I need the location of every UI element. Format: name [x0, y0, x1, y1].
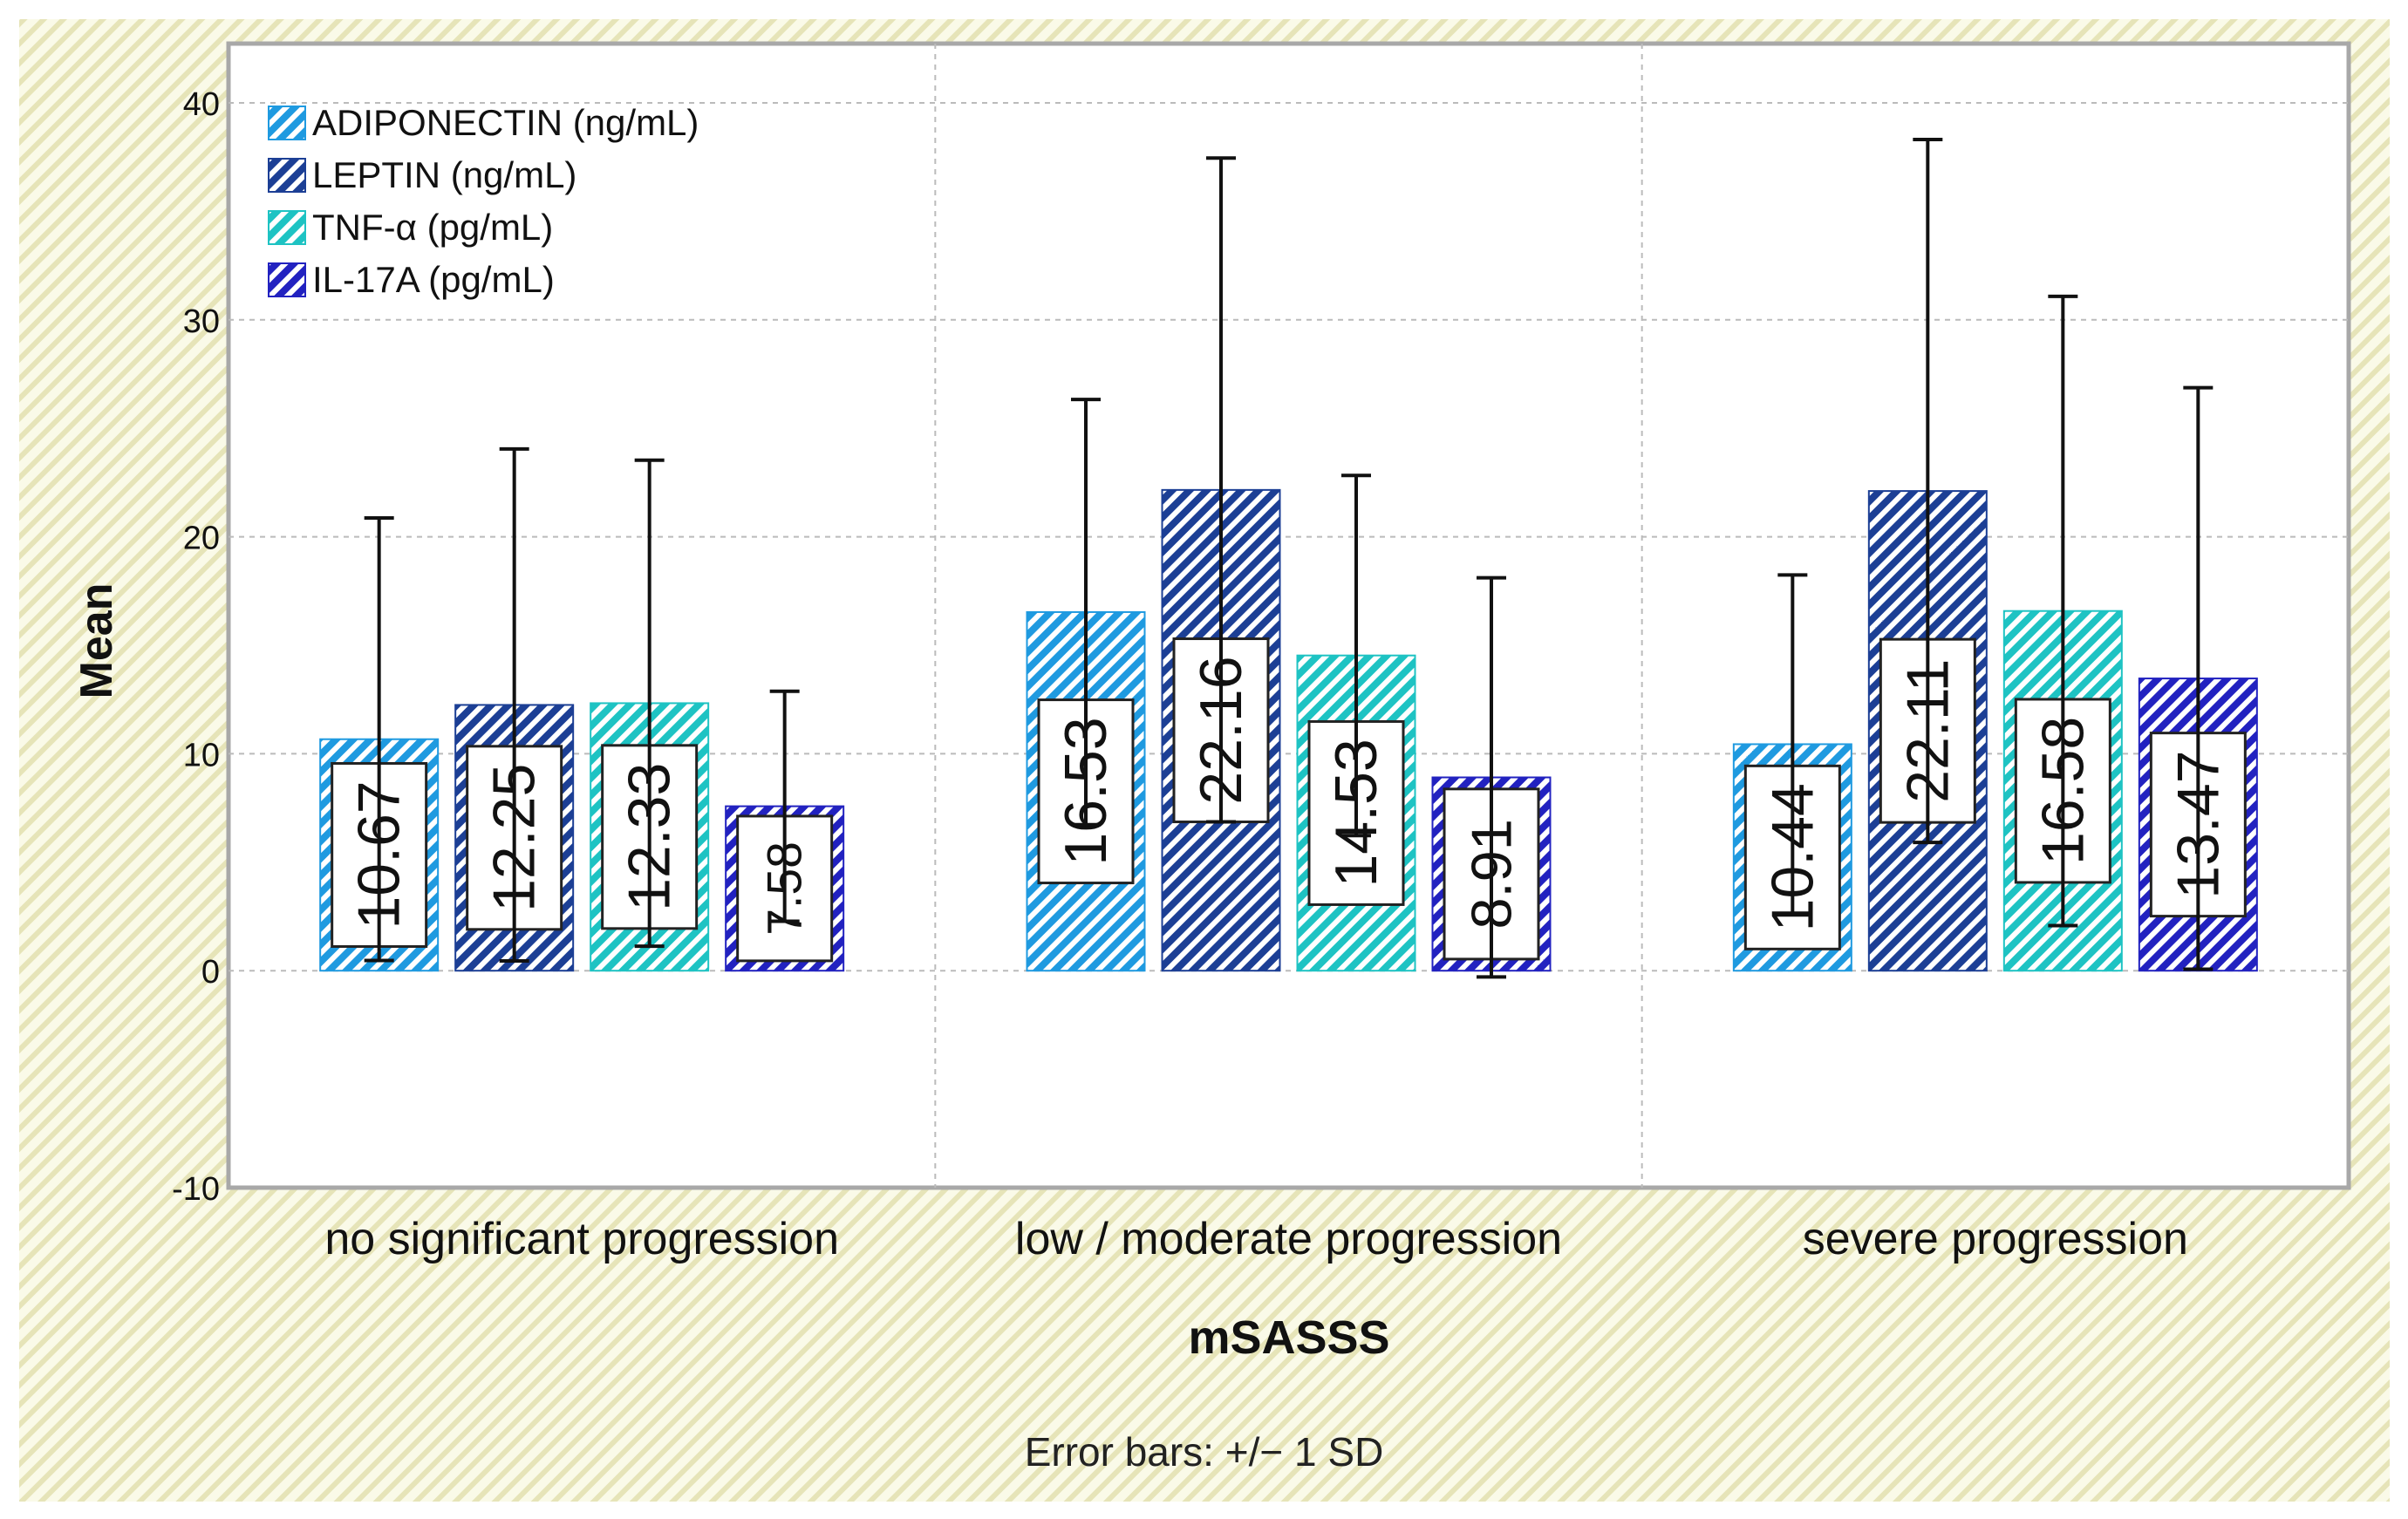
legend-label: TNF-α (pg/mL) — [312, 207, 553, 248]
legend-label: IL-17A (pg/mL) — [312, 259, 555, 300]
y-tick-label: 30 — [183, 303, 220, 340]
gridlines — [229, 44, 2349, 1188]
y-axis-label: Mean — [72, 583, 122, 699]
legend: ADIPONECTIN (ng/mL) LEPTIN (ng/mL) TNF-α (… — [268, 102, 699, 300]
y-tick-label: 20 — [183, 521, 220, 557]
x-category-label: low / moderate progression — [1015, 1214, 1562, 1264]
legend-swatch — [268, 158, 306, 193]
legend-swatch — [268, 210, 306, 245]
y-axis-ticks: -10 0 10 20 30 40 — [172, 86, 220, 1208]
y-tick-label: 0 — [201, 954, 220, 991]
legend-label: LEPTIN (ng/mL) — [312, 154, 576, 195]
y-tick-label: 40 — [183, 86, 220, 123]
x-axis-categories: no significant progression low / moderate… — [324, 1214, 2188, 1264]
plot-area — [226, 41, 2351, 1190]
x-category-label: severe progression — [1803, 1214, 2188, 1264]
error-bar-caption: Error bars: +/− 1 SD — [1024, 1429, 1384, 1475]
x-category-label: no significant progression — [324, 1214, 839, 1264]
legend-swatch — [268, 262, 306, 297]
y-tick-label: -10 — [172, 1171, 220, 1208]
legend-label: ADIPONECTIN (ng/mL) — [312, 102, 699, 143]
x-axis-label: mSASSS — [1188, 1311, 1389, 1364]
y-tick-label: 10 — [183, 737, 220, 773]
legend-swatch — [268, 106, 306, 140]
